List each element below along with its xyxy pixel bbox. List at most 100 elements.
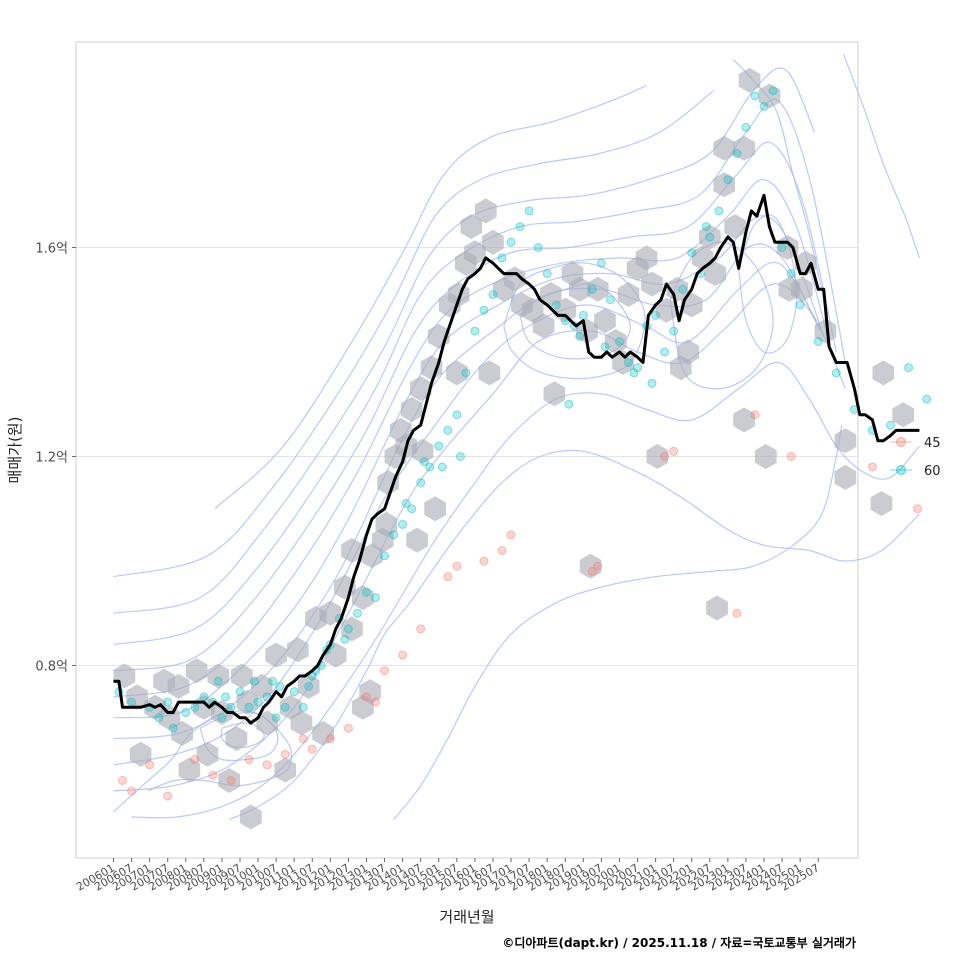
legend-item-60[interactable]: 60 [890,464,941,479]
data-point-60 [389,530,399,540]
data-point-60 [371,593,381,603]
data-point-60 [701,222,711,232]
hexbin-cell [605,329,627,355]
hexbin-cell [646,444,669,469]
data-point-60 [506,237,516,247]
data-point-60 [750,91,760,101]
hexbin-cell [724,214,746,240]
data-point-60 [199,692,209,702]
data-point-60 [651,310,661,320]
hexbin-cell [185,658,208,684]
data-point-60 [398,519,408,529]
legend-item-45[interactable]: 45 [890,436,941,451]
data-point-45 [298,734,308,744]
data-point-45 [208,770,218,780]
data-point-45 [262,760,272,770]
data-point-60 [213,676,223,686]
data-point-60 [551,300,561,310]
hexbin-cell [290,710,313,736]
data-point-60 [605,295,615,305]
legend: 45 60 [890,436,941,479]
data-point-60 [407,504,417,514]
data-point-60 [470,326,480,336]
data-point-45 [226,775,236,785]
y-axis: 0.8억 1.2억 1.6억 [35,242,76,675]
data-point-60 [777,243,787,252]
data-point-45 [280,749,290,759]
hexbin-cell [240,804,262,830]
data-point-60 [723,175,733,185]
hexbin-cell [532,313,555,339]
data-point-60 [221,692,231,702]
hexbin-cell [587,276,609,302]
data-point-60 [886,420,896,430]
data-point-45 [163,791,173,801]
hexbin-cell [870,491,893,516]
data-point-60 [461,368,471,378]
hexbin-cell [872,360,895,386]
data-point-60 [587,284,597,294]
hexbin-cell [352,585,374,611]
data-point-60 [452,410,462,420]
data-point-45 [587,566,597,576]
data-point-60 [904,363,914,373]
data-point-45 [127,786,137,796]
data-point-45 [506,530,516,540]
data-point-60 [629,368,639,378]
hexbin-cell [791,276,813,302]
hexbin-cell [424,496,446,522]
hexbin-cell [400,397,423,422]
data-point-60 [488,290,498,300]
data-point-60 [127,697,137,707]
hexbin-cell [460,214,483,240]
data-point-60 [578,310,588,320]
x-axis-title: 거래년월 [439,908,494,926]
data-point-60 [564,399,574,409]
hexbin-cell [699,224,721,250]
data-point-60 [600,342,610,352]
data-point-60 [922,394,932,404]
data-point-45 [913,504,923,514]
hexbin-cell [256,710,278,736]
data-point-60 [596,258,606,268]
hexbin-cell [576,318,598,344]
data-point-60 [253,697,263,707]
data-point-60 [249,676,259,686]
density-contour [113,141,837,672]
data-point-60 [669,326,679,336]
density-contour [228,449,920,821]
hexbin-cell [126,684,148,710]
data-point-45 [732,608,742,618]
hexbin-cell [409,376,432,402]
hexbin-cell [474,198,497,224]
data-point-60 [831,368,841,378]
y-axis-title: 매매가(원) [6,417,24,484]
hexbin-cell [521,297,544,323]
hexbin-cell [478,360,501,386]
hexbin-cell [207,663,230,689]
density-contour [214,84,647,510]
hexbin-cell [733,135,755,161]
hexbin-cell [411,438,434,464]
data-point-60 [732,148,742,158]
hexbin-cell [375,511,398,537]
density-contour [738,214,798,354]
plot-panel [75,41,859,859]
hexbin-cell [274,757,296,783]
hexbin-cell [341,616,363,642]
data-point-60 [235,687,245,697]
hexbin-cell [287,637,309,663]
data-point-60 [419,457,429,467]
data-point-60 [647,378,657,388]
data-point-60 [352,608,362,618]
data-point-60 [515,222,525,232]
hexbin-cell [594,308,616,334]
data-point-60 [741,122,751,132]
data-point-60 [244,702,254,712]
density-contour [393,424,843,820]
data-point-45 [443,572,453,582]
data-point-60 [268,676,278,686]
hexbin-cell [834,464,857,490]
y-tick-label: 1.2억 [35,451,68,466]
y-tick-label: 0.8억 [35,660,68,675]
